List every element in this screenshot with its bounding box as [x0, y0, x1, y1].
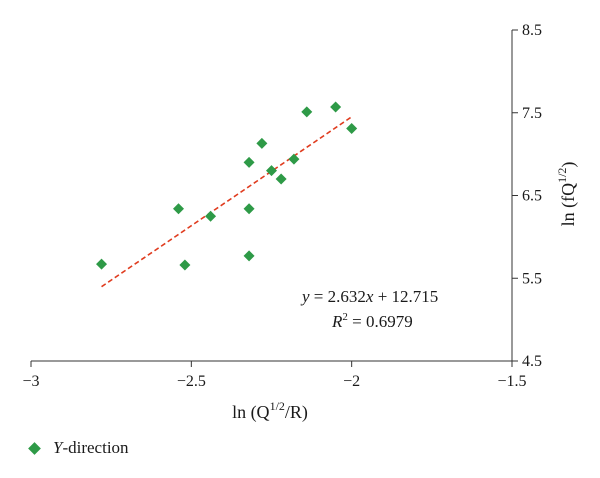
axes	[31, 30, 513, 362]
trendline-group	[101, 116, 353, 288]
y-axis-label: ln (fQ1/2)	[555, 162, 579, 227]
legend-label: Y-direction	[53, 438, 129, 457]
x-tick-label: −2	[343, 373, 360, 390]
scatter-chart: −3 −2.5 −2 −1.5 4.5 5.5 6.5 7.5 8.5 y = 2.632x +…	[22, 22, 579, 423]
legend: Y-direction	[28, 438, 129, 458]
y-tick-label: 7.5	[522, 105, 542, 122]
data-point-diamond	[288, 153, 300, 165]
x-tick-label: −2.5	[177, 373, 206, 390]
legend-diamond-marker	[28, 441, 41, 455]
trendline	[101, 116, 353, 288]
data-point-diamond	[96, 258, 108, 270]
y-tick-label: 4.5	[522, 353, 542, 370]
data-point-diamond	[179, 259, 191, 271]
ticks: −3 −2.5 −2 −1.5 4.5 5.5 6.5 7.5 8.5	[22, 22, 542, 390]
data-point-diamond	[256, 137, 268, 149]
r-squared-annotation: R2 = 0.6979	[331, 311, 413, 331]
data-point-diamond	[205, 210, 217, 222]
equation-annotation: y = 2.632x + 12.715	[300, 287, 438, 306]
x-tick-label: −3	[22, 373, 39, 390]
x-axis-label: ln (Q1/2/R)	[232, 399, 308, 423]
data-point-diamond	[173, 203, 185, 215]
x-tick-label: −1.5	[497, 373, 526, 390]
data-point-diamond	[243, 250, 255, 262]
data-point-diamond	[330, 101, 342, 113]
data-point-diamond	[346, 122, 358, 134]
data-point-diamond	[266, 165, 277, 177]
y-tick-label: 6.5	[522, 188, 542, 205]
data-point-diamond	[301, 106, 313, 118]
y-tick-label: 8.5	[522, 22, 542, 39]
data-point-diamond	[243, 156, 255, 168]
y-tick-label: 5.5	[522, 270, 542, 287]
data-point-diamond	[243, 203, 255, 215]
data-points	[96, 101, 358, 271]
data-point-diamond	[275, 173, 287, 185]
